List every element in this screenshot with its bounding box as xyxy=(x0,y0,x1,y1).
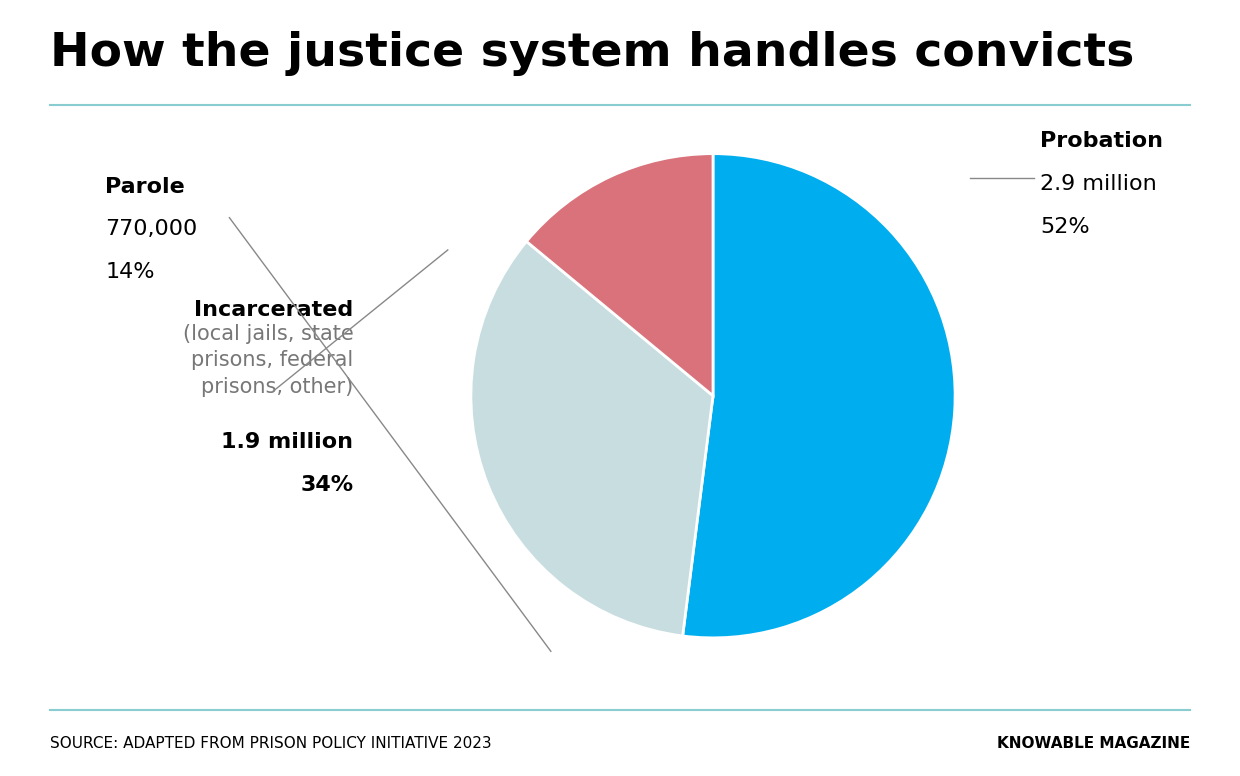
Text: Probation: Probation xyxy=(1040,131,1163,151)
Text: 770,000: 770,000 xyxy=(105,220,197,239)
Wedge shape xyxy=(471,241,713,636)
Wedge shape xyxy=(527,154,713,396)
Text: SOURCE: ADAPTED FROM PRISON POLICY INITIATIVE 2023: SOURCE: ADAPTED FROM PRISON POLICY INITI… xyxy=(50,736,491,751)
Wedge shape xyxy=(683,154,955,638)
Text: 34%: 34% xyxy=(300,475,353,494)
Text: Incarcerated: Incarcerated xyxy=(195,300,353,320)
Text: 1.9 million: 1.9 million xyxy=(222,432,353,452)
Text: (local jails, state
prisons, federal
prisons, other): (local jails, state prisons, federal pri… xyxy=(182,324,353,397)
Text: 2.9 million: 2.9 million xyxy=(1040,174,1157,194)
Text: 14%: 14% xyxy=(105,262,155,282)
Text: Parole: Parole xyxy=(105,177,185,196)
Text: 52%: 52% xyxy=(1040,217,1090,237)
Text: KNOWABLE MAGAZINE: KNOWABLE MAGAZINE xyxy=(997,736,1190,751)
Text: How the justice system handles convicts: How the justice system handles convicts xyxy=(50,31,1133,76)
